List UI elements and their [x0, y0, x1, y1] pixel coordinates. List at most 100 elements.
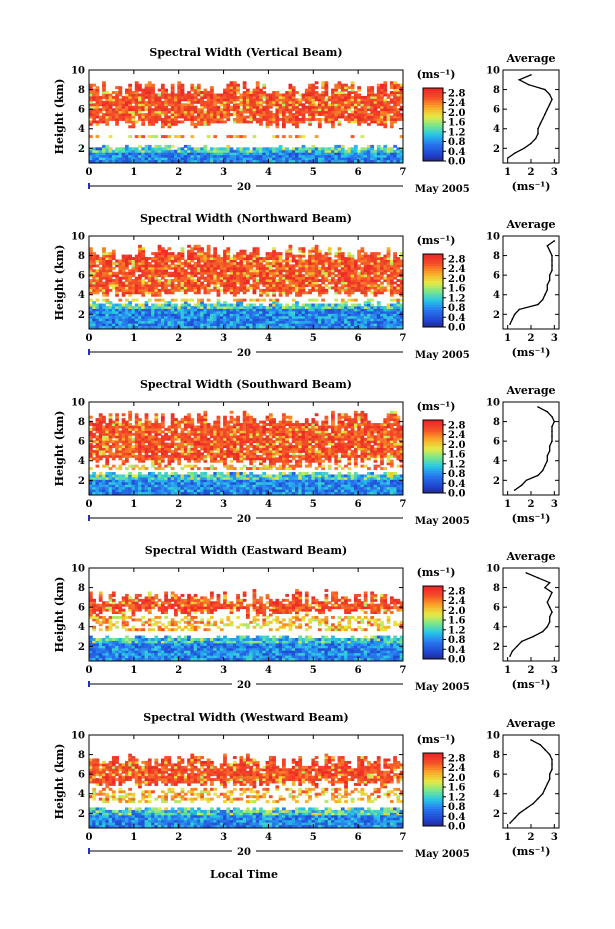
heatmap-cell — [321, 318, 325, 322]
heatmap-cell — [193, 147, 198, 151]
heatmap-cell — [353, 120, 358, 124]
heatmap-cell — [389, 122, 394, 126]
heatmap-cell — [373, 154, 378, 158]
heatmap-cell — [210, 305, 214, 309]
heatmap-cell — [115, 286, 119, 290]
heatmap-cell — [102, 298, 106, 302]
heatmap-cell — [236, 98, 240, 102]
heatmap-cell — [367, 95, 371, 99]
heatmap-cell — [219, 95, 224, 99]
heatmap-cell — [115, 113, 119, 117]
heatmap-cell — [376, 283, 381, 287]
heatmap-cell — [311, 149, 316, 153]
heatmap-cell — [393, 117, 397, 121]
heatmap-cell — [268, 286, 273, 290]
heatmap-cell — [226, 249, 231, 253]
heatmap-cell — [216, 325, 221, 329]
heatmap-cell — [229, 303, 234, 307]
heatmap-cell — [141, 249, 146, 253]
heatmap-cell — [187, 320, 191, 324]
heatmap-cell — [167, 98, 172, 102]
heatmap-cell — [285, 261, 290, 265]
heatmap-cell — [92, 149, 97, 153]
heatmap-cell — [327, 105, 332, 109]
heatmap-cell — [272, 247, 276, 251]
heatmap-cell — [291, 310, 296, 314]
heatmap-cell — [229, 286, 234, 290]
heatmap-cell — [285, 147, 290, 151]
heatmap-cell — [164, 252, 168, 256]
colorbar-tick-label: 0.0 — [448, 323, 465, 334]
heatmap-cell — [301, 276, 306, 280]
heatmap-cell — [304, 271, 309, 275]
heatmap-cell — [157, 149, 162, 153]
heatmap-cell — [298, 323, 303, 327]
heatmap-cell — [128, 303, 133, 307]
heatmap-cell — [151, 264, 155, 268]
heatmap-cell — [134, 266, 139, 270]
heatmap-cell — [219, 266, 224, 270]
profile-point — [539, 123, 542, 125]
heatmap-cell — [246, 266, 250, 270]
heatmap-cell — [301, 323, 306, 327]
heatmap-cell — [160, 257, 165, 260]
heatmap-cell — [115, 325, 119, 329]
heatmap-cell — [376, 95, 381, 99]
heatmap-cell — [291, 286, 296, 290]
heatmap-cell — [281, 122, 286, 126]
heatmap-cell — [141, 149, 146, 153]
heatmap-cell — [363, 100, 368, 104]
heatmap-cell — [308, 303, 312, 307]
heatmap-cell — [321, 159, 325, 163]
heatmap-cell — [141, 293, 146, 297]
heatmap-cell — [350, 147, 355, 151]
heatmap-cell — [301, 269, 306, 273]
heatmap-cell — [134, 320, 139, 324]
profile-point — [548, 279, 551, 281]
x-tick-label: 4 — [265, 333, 272, 344]
heatmap-cell — [138, 115, 142, 119]
heatmap-cell — [321, 98, 325, 102]
heatmap-cell — [200, 269, 204, 273]
colorbar-swatch — [423, 114, 443, 118]
heatmap-cell — [160, 308, 165, 312]
heatmap-cell — [138, 325, 142, 329]
heatmap-cell — [203, 286, 208, 290]
heatmap-cell — [357, 157, 361, 161]
heatmap-cell — [219, 110, 224, 114]
heatmap-cell — [157, 144, 162, 148]
heatmap-cell — [298, 135, 303, 139]
heatmap-cell — [200, 281, 204, 285]
heatmap-cell — [151, 83, 155, 87]
heatmap-cell — [275, 117, 280, 121]
heatmap-cell — [311, 86, 316, 90]
heatmap-cell — [98, 288, 103, 292]
heatmap-cell — [177, 110, 182, 114]
profile-point — [548, 249, 551, 252]
heatmap-cell — [111, 281, 116, 285]
heatmap-cell — [180, 83, 185, 87]
heatmap-cell — [206, 323, 211, 327]
heatmap-cell — [219, 271, 224, 275]
heatmap-cell — [124, 157, 129, 161]
heatmap-cell — [89, 252, 93, 256]
heatmap-cell — [389, 120, 394, 124]
heatmap-cell — [92, 257, 97, 260]
heatmap-cell — [210, 310, 214, 314]
heatmap-cell — [226, 247, 231, 251]
heatmap-cell — [128, 110, 133, 114]
heatmap-cell — [281, 266, 286, 270]
heatmap-cell — [242, 279, 247, 283]
heatmap-cell — [278, 261, 283, 265]
heatmap-cell — [183, 291, 188, 295]
heatmap-cell — [102, 269, 106, 273]
heatmap-cell — [95, 257, 100, 260]
heatmap-cell — [118, 303, 123, 307]
heatmap-cell — [115, 261, 119, 265]
heatmap-cell — [128, 105, 133, 109]
heatmap-cell — [268, 120, 273, 124]
heatmap-cell — [272, 98, 276, 102]
heatmap-cell — [360, 113, 365, 117]
heatmap-cell — [262, 271, 267, 275]
heatmap-cell — [138, 159, 142, 163]
